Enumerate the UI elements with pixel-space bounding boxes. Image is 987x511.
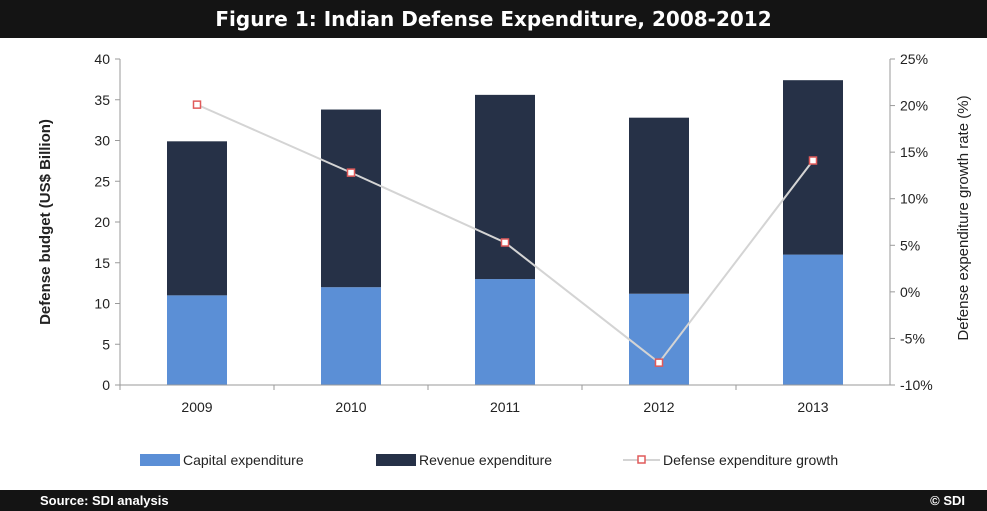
y-tick-right-label: 20% — [900, 98, 928, 114]
bar-capital-2013 — [783, 254, 843, 385]
y-tick-left-label: 30 — [94, 133, 110, 149]
y-tick-left-label: 25 — [94, 173, 110, 189]
y-tick-left-label: 40 — [94, 51, 110, 67]
copyright-note: © SDI — [930, 493, 965, 508]
bars-layer — [167, 80, 843, 385]
y-tick-right-label: -10% — [900, 377, 933, 393]
y-tick-left-label: 10 — [94, 296, 110, 312]
source-note: Source: SDI analysis — [40, 493, 169, 508]
bar-revenue-2009 — [167, 141, 227, 296]
bar-capital-2011 — [475, 279, 535, 385]
growth-point-2013 — [808, 156, 818, 165]
axes-layer — [115, 58, 895, 390]
bar-capital-2010 — [321, 287, 381, 385]
legend-swatch-capital — [140, 454, 180, 466]
x-tick-label: 2013 — [797, 399, 828, 415]
legend-swatch-revenue — [376, 454, 416, 466]
y-tick-right-label: 10% — [900, 191, 928, 207]
bar-capital-2009 — [167, 295, 227, 385]
axis-labels-layer: 0 5 10 15 20 25 30 35 40 -10% -5% 0% 5% 10% 15% 20% 25% 2… — [37, 51, 972, 415]
legend-label-revenue: Revenue expenditure — [419, 452, 552, 468]
y-tick-right-label: -5% — [900, 330, 925, 346]
bar-revenue-2010 — [321, 109, 381, 288]
y-tick-left-label: 0 — [102, 377, 110, 393]
chart-canvas: 0 5 10 15 20 25 30 35 40 -10% -5% 0% 5% 10% 15% 20% 25% 2… — [37, 51, 972, 468]
growth-point-2009 — [192, 100, 202, 109]
y-tick-right-label: 25% — [900, 51, 928, 67]
y-tick-left-label: 35 — [94, 92, 110, 108]
chart-title: Figure 1: Indian Defense Expenditure, 20… — [0, 0, 987, 38]
bar-revenue-2012 — [629, 117, 689, 294]
y-axis-right-title: Defense expenditure growth rate (%) — [955, 95, 972, 340]
growth-line-layer — [192, 100, 818, 367]
growth-point-2012 — [654, 358, 664, 367]
x-tick-label: 2012 — [643, 399, 674, 415]
footer: Source: SDI analysis © SDI — [0, 490, 987, 511]
x-tick-label: 2009 — [181, 399, 212, 415]
growth-point-2010 — [346, 168, 356, 177]
y-tick-right-label: 0% — [900, 284, 920, 300]
bar-capital-2012 — [629, 293, 689, 385]
legend-label-growth: Defense expenditure growth — [663, 452, 838, 468]
x-tick-label: 2010 — [335, 399, 366, 415]
legend-label-capital: Capital expenditure — [183, 452, 304, 468]
bar-revenue-2013 — [783, 80, 843, 255]
y-tick-right-label: 5% — [900, 237, 920, 253]
y-tick-left-label: 5 — [102, 336, 110, 352]
legend: Capital expenditure Revenue expenditure De… — [140, 452, 838, 468]
y-tick-left-label: 20 — [94, 214, 110, 230]
legend-swatch-growth-marker — [637, 455, 646, 464]
growth-point-2011 — [500, 238, 510, 247]
x-tick-label: 2011 — [490, 399, 520, 415]
y-axis-left-title: Defense budget (US$ Billion) — [37, 119, 54, 325]
y-tick-left-label: 15 — [94, 255, 110, 271]
bar-revenue-2011 — [475, 94, 535, 280]
y-tick-right-label: 15% — [900, 144, 928, 160]
